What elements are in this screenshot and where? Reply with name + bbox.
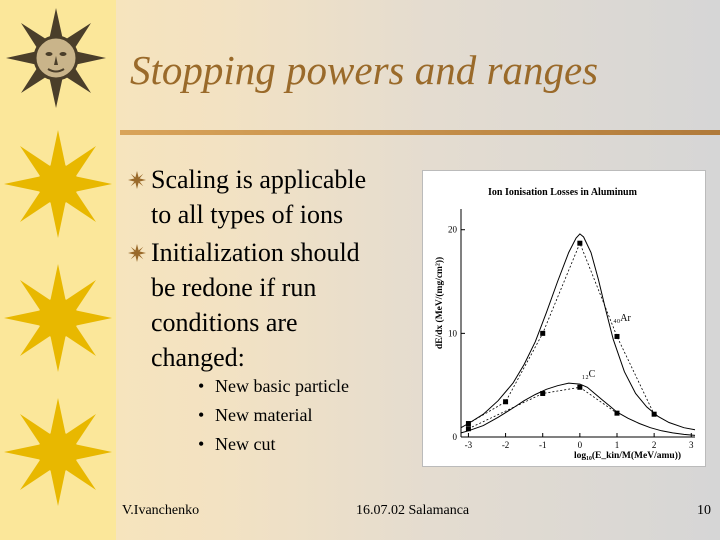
star-bullet-icon (128, 244, 146, 262)
data-point (651, 411, 657, 417)
bullet-line: changed: (151, 343, 245, 372)
bullet-item: Scaling is applicable to all types of io… (128, 162, 388, 232)
y-tick-label: 10 (448, 328, 458, 338)
chart-xlabel: log₁₀(E_kin/M(MeV/amu)) (574, 450, 681, 461)
sub-bullet-text: New basic particle (215, 376, 349, 396)
sub-bullet-item: • New cut (198, 434, 275, 455)
bullet-line: be redone if run (151, 273, 317, 302)
data-point (503, 399, 509, 405)
series-connector-0 (468, 242, 655, 424)
annotation-ar: ₄₀Ar (613, 313, 631, 324)
sun-icon (4, 130, 112, 238)
data-point (614, 333, 620, 339)
stopping-power-chart: Ion Ionisation Losses in Aluminum dE/dx … (434, 187, 696, 461)
x-tick-label: 1 (615, 440, 620, 450)
data-point (577, 384, 583, 390)
bullet-line: Initialization should (151, 238, 360, 267)
slide-title: Stopping powers and ranges (130, 47, 599, 93)
series-connector-1 (468, 386, 618, 430)
sub-bullet-text: New material (215, 405, 313, 425)
series-line-0 (460, 233, 696, 431)
sun-icon (4, 398, 112, 506)
chart-ylabel: dE/dx (MeV/(mg/cm²)) (434, 257, 445, 349)
sub-bullet-item: • New basic particle (198, 376, 349, 397)
bullet-dot: • (198, 376, 205, 396)
footer-event: 16.07.02 Salamanca (356, 503, 470, 518)
footer-author: V.Ivanchenko (122, 503, 200, 518)
sub-bullet-item: • New material (198, 405, 312, 426)
bullet-line: to all types of ions (151, 200, 344, 229)
title-divider (120, 130, 720, 135)
data-point (614, 410, 620, 416)
x-tick-label: 0 (578, 440, 583, 450)
bullet-line: Scaling is applicable (151, 165, 367, 194)
y-tick-label: 0 (453, 432, 458, 442)
annotation-c: ₁₂C (582, 369, 596, 380)
x-tick-label: 3 (689, 440, 694, 450)
x-tick-label: 2 (652, 440, 657, 450)
chart-title: Ion Ionisation Losses in Aluminum (488, 187, 638, 198)
sidebar-decoration (0, 0, 116, 540)
data-point (577, 240, 583, 246)
sub-bullet-text: New cut (215, 434, 276, 454)
chart-panel: Ion Ionisation Losses in Aluminum dE/dx … (422, 170, 706, 467)
x-tick-label: -3 (465, 440, 473, 450)
bullet-dot: • (198, 405, 205, 425)
sun-icon (4, 264, 112, 372)
star-bullet-icon (128, 171, 146, 189)
x-tick-label: -1 (539, 440, 547, 450)
data-point (540, 330, 546, 336)
data-point (540, 390, 546, 396)
bullet-line: conditions are (151, 308, 298, 337)
bullet-item: Initialization should be redone if run c… (128, 235, 388, 375)
bullet-dot: • (198, 434, 205, 454)
y-tick-label: 20 (448, 225, 458, 235)
data-point (465, 421, 471, 427)
x-tick-label: -2 (502, 440, 510, 450)
series-line-1 (460, 382, 696, 436)
data-point (465, 426, 471, 432)
footer-page-number: 10 (697, 503, 711, 518)
sun-face-icon (6, 8, 106, 108)
